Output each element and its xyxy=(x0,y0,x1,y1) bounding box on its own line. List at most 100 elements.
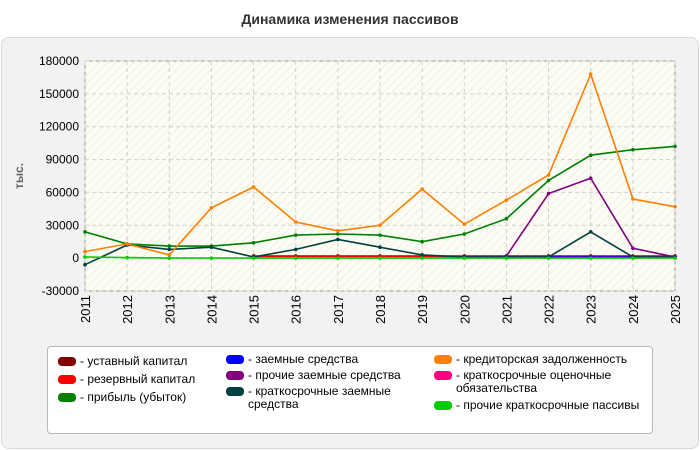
legend: - уставный капитал - резервный капитал - п… xyxy=(47,346,653,434)
legend-swatch xyxy=(434,401,452,410)
chart-title: Динамика изменения пассивов xyxy=(241,11,459,27)
legend-swatch xyxy=(434,355,452,364)
data-point xyxy=(504,198,509,202)
data-point xyxy=(83,262,87,267)
legend-label: - заемные средства xyxy=(248,352,359,366)
data-point xyxy=(588,230,593,234)
data-point xyxy=(673,256,677,260)
legend-label: - прибыль (убыток) xyxy=(80,390,187,404)
data-point xyxy=(546,178,551,183)
data-point xyxy=(462,232,467,236)
legend-item: - кредиторская задолженность xyxy=(434,353,644,366)
data-point xyxy=(462,222,467,226)
x-tick-label: 2017 xyxy=(331,295,346,324)
data-point xyxy=(504,256,509,260)
x-tick-label: 2021 xyxy=(499,295,514,324)
y-tick-label: 120000 xyxy=(39,120,79,134)
legend-item: - прочие краткосрочные пассивы xyxy=(434,399,644,412)
data-point xyxy=(462,256,467,260)
y-axis-label: тыс. xyxy=(12,163,26,189)
legend-item: - краткосрочные оценочные обязательства xyxy=(434,369,644,395)
legend-label: - уставный капитал xyxy=(80,354,188,368)
data-point xyxy=(167,253,172,257)
legend-item: - резервный капитал xyxy=(58,373,218,386)
data-point xyxy=(251,185,256,189)
legend-swatch xyxy=(226,371,244,380)
legend-swatch xyxy=(58,357,76,366)
data-point xyxy=(588,72,593,76)
x-tick-label: 2013 xyxy=(162,295,177,324)
data-point xyxy=(293,256,298,260)
x-tick-label: 2015 xyxy=(247,295,262,324)
series-lines xyxy=(83,71,677,267)
data-point xyxy=(631,246,635,251)
legend-swatch xyxy=(226,355,244,364)
data-point xyxy=(631,147,635,152)
x-tick-label: 2014 xyxy=(204,295,219,324)
legend-swatch xyxy=(58,393,76,402)
data-point xyxy=(336,228,340,233)
y-tick-label: 30000 xyxy=(46,218,80,232)
data-point xyxy=(378,256,382,260)
data-point xyxy=(420,253,424,257)
data-point xyxy=(251,256,256,260)
legend-label: - резервный капитал xyxy=(80,372,196,386)
data-point xyxy=(631,197,635,201)
y-axis-ticks: -30000 0 30000 60000 90000 120000 150000 180000 xyxy=(39,54,79,298)
legend-item: - заемные средства xyxy=(226,353,426,366)
data-point xyxy=(251,241,256,245)
data-point xyxy=(293,247,298,252)
y-tick-label: 60000 xyxy=(46,185,80,199)
data-point xyxy=(631,256,635,260)
data-point xyxy=(546,256,551,260)
data-point xyxy=(420,187,424,191)
x-axis-ticks: 2011 2012 2013 2014 2015 2016 2017 2018 2019 2020… xyxy=(78,295,683,324)
data-point xyxy=(378,223,382,228)
data-point xyxy=(378,233,382,237)
data-point xyxy=(125,255,129,260)
legend-item: - краткосрочные заемные средства xyxy=(226,385,426,411)
x-tick-label: 2022 xyxy=(542,295,557,324)
data-point xyxy=(504,216,509,221)
data-point xyxy=(167,244,172,248)
legend-item: - прибыль (убыток) xyxy=(58,391,218,404)
y-tick-label: 90000 xyxy=(46,153,80,167)
data-point xyxy=(420,239,424,244)
y-tick-label: 180000 xyxy=(39,54,79,68)
data-point xyxy=(546,173,551,177)
data-point xyxy=(167,247,172,252)
x-tick-label: 2023 xyxy=(584,295,599,324)
data-point xyxy=(125,242,129,246)
data-point xyxy=(336,256,340,260)
data-point xyxy=(167,256,172,260)
legend-swatch xyxy=(434,371,452,380)
legend-item: - уставный капитал xyxy=(58,355,218,368)
legend-swatch xyxy=(226,387,244,396)
data-point xyxy=(209,256,214,260)
legend-label: - кредиторская задолженность xyxy=(456,352,628,366)
x-tick-label: 2019 xyxy=(415,295,430,324)
data-point xyxy=(588,256,593,260)
data-point xyxy=(336,232,340,236)
x-tick-label: 2012 xyxy=(120,295,135,324)
data-point xyxy=(336,237,340,242)
y-tick-label: 0 xyxy=(72,251,79,265)
data-point xyxy=(588,153,593,157)
legend-label: - прочие краткосрочные пассивы xyxy=(456,398,640,412)
legend-label: - прочие заемные средства xyxy=(248,368,401,382)
data-point xyxy=(588,176,593,180)
data-point xyxy=(83,230,87,234)
data-point xyxy=(209,245,214,249)
legend-label: - краткосрочные оценочные обязательства xyxy=(456,368,612,395)
x-tick-label: 2020 xyxy=(457,295,472,324)
data-point xyxy=(293,233,298,237)
data-point xyxy=(83,249,87,254)
y-tick-label: 150000 xyxy=(39,87,79,101)
x-tick-label: 2024 xyxy=(626,295,641,324)
legend-swatch xyxy=(58,375,76,384)
data-point xyxy=(209,205,214,210)
x-tick-label: 2018 xyxy=(373,295,388,324)
data-point xyxy=(378,245,382,249)
legend-item: - прочие заемные средства xyxy=(226,369,426,382)
